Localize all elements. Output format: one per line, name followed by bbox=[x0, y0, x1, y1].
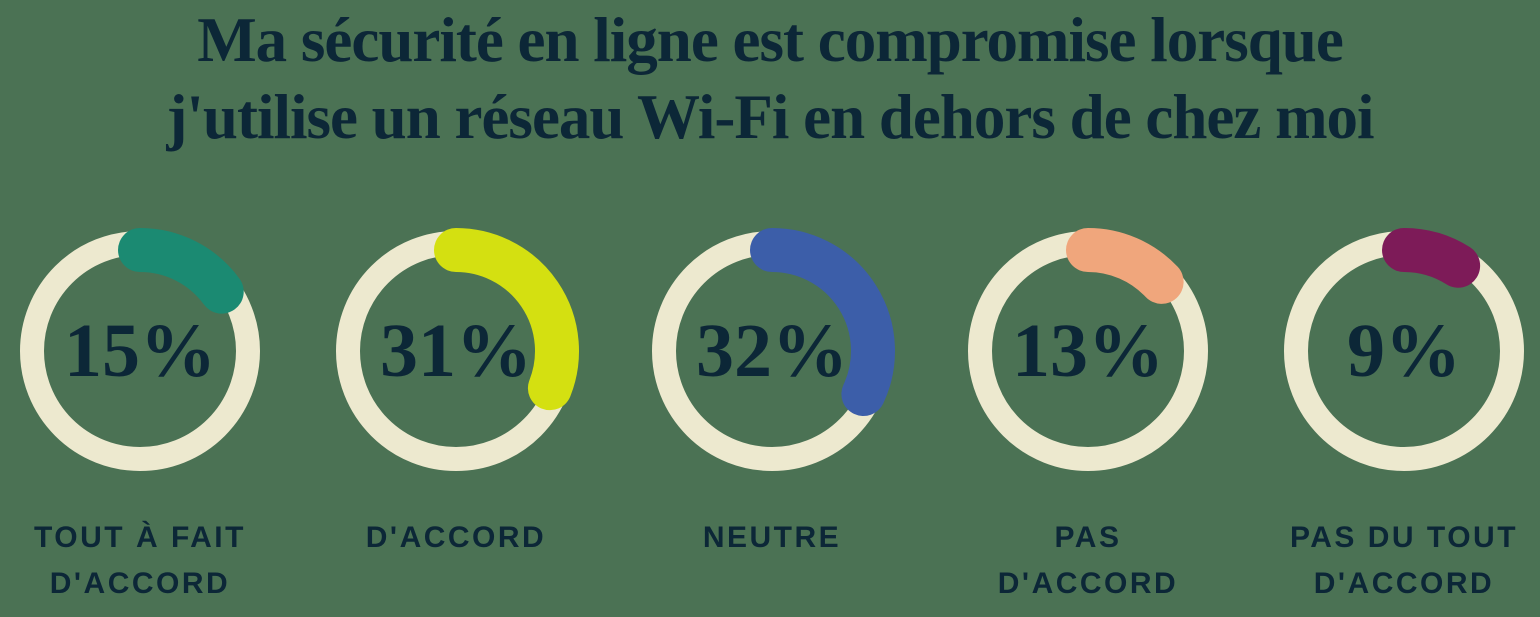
donut-gauge-svg bbox=[1284, 228, 1524, 471]
donut-gauge-svg bbox=[20, 228, 260, 471]
donut-gauge: 13% bbox=[964, 227, 1212, 475]
donut-ring-track bbox=[1284, 231, 1524, 471]
donut-label: NEUTRE bbox=[703, 515, 841, 561]
donut-gauge-svg bbox=[652, 228, 895, 471]
donut-label: TOUT À FAIT D'ACCORD bbox=[34, 515, 246, 607]
donut-cell: 9% PAS DU TOUT D'ACCORD bbox=[1280, 227, 1528, 607]
donut-label-line: TOUT À FAIT bbox=[34, 521, 246, 554]
title-line-2: j'utilise un réseau Wi-Fi en dehors de c… bbox=[166, 82, 1374, 152]
donut-label: D'ACCORD bbox=[366, 515, 546, 561]
donut-value-arc bbox=[750, 228, 895, 416]
donut-cell: 31% D'ACCORD bbox=[332, 227, 580, 607]
donut-label-line: D'ACCORD bbox=[365, 521, 547, 554]
donut-cell: 15% TOUT À FAIT D'ACCORD bbox=[16, 227, 264, 607]
donut-cell: 32% NEUTRE bbox=[648, 227, 896, 607]
donut-label-line: PAS bbox=[1054, 521, 1122, 554]
donut-value-arc bbox=[118, 228, 244, 314]
donut-gauge-svg bbox=[968, 228, 1208, 471]
donut-label: PAS DU TOUT D'ACCORD bbox=[1290, 515, 1518, 607]
donut-label-line: D'ACCORD bbox=[1313, 567, 1495, 600]
donut-gauge: 9% bbox=[1280, 227, 1528, 475]
donut-gauge: 32% bbox=[648, 227, 896, 475]
donut-gauge-svg bbox=[336, 228, 579, 471]
donut-label-line: PAS DU TOUT bbox=[1289, 521, 1519, 554]
donut-row: 15% TOUT À FAIT D'ACCORD 31% D'ACCORD 32% NEUT… bbox=[16, 227, 1528, 607]
donut-gauge: 15% bbox=[16, 227, 264, 475]
donut-cell: 13% PAS D'ACCORD bbox=[964, 227, 1212, 607]
donut-label-line: NEUTRE bbox=[702, 521, 842, 554]
donut-value-arc bbox=[1066, 228, 1184, 304]
donut-gauge: 31% bbox=[332, 227, 580, 475]
infographic-title: Ma sécurité en ligne est compromise lors… bbox=[0, 2, 1540, 156]
donut-label-line: D'ACCORD bbox=[49, 567, 231, 600]
donut-label-line: D'ACCORD bbox=[997, 567, 1179, 600]
donut-label: PAS D'ACCORD bbox=[998, 515, 1178, 607]
donut-value-arc bbox=[434, 228, 579, 411]
title-line-1: Ma sécurité en ligne est compromise lors… bbox=[197, 5, 1344, 75]
donut-value-arc bbox=[1382, 228, 1481, 288]
